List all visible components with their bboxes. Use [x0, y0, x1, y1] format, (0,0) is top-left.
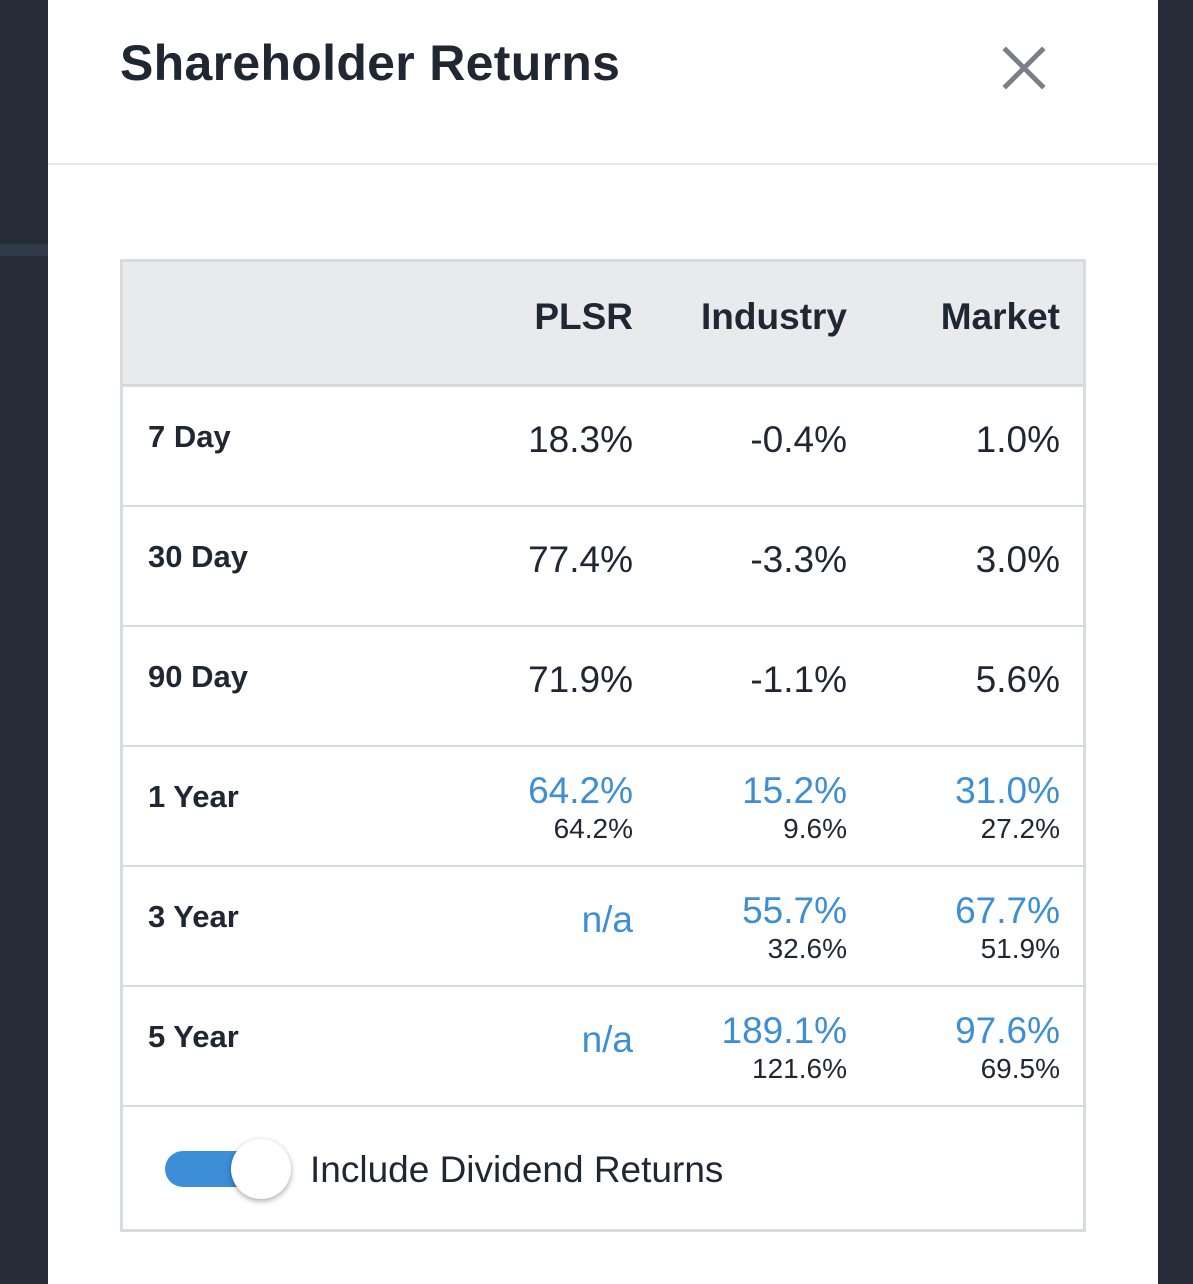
- toggle-knob[interactable]: [231, 1139, 291, 1199]
- market-value: 31.0% 27.2%: [955, 771, 1060, 847]
- modal-title: Shareholder Returns: [120, 35, 621, 91]
- market-price-return: 27.2%: [980, 813, 1060, 844]
- row-label: 5 Year: [148, 1019, 239, 1054]
- returns-table: PLSR Industry Market 7 Day 18.3% -0.4% 1…: [120, 259, 1086, 1232]
- plsr-value: 18.3%: [528, 419, 633, 460]
- industry-price-return: 32.6%: [767, 933, 847, 964]
- plsr-total-return: 64.2%: [528, 770, 633, 811]
- industry-value: 189.1% 121.6%: [722, 1011, 848, 1087]
- market-price-return: 69.5%: [980, 1053, 1060, 1084]
- column-header-plsr: PLSR: [534, 296, 633, 337]
- close-icon: [1002, 46, 1046, 90]
- backdrop: [0, 244, 48, 256]
- table-row: 5 Year n/a 189.1% 121.6% 97.6% 69.5%: [123, 985, 1083, 1105]
- industry-value: -1.1%: [750, 659, 847, 700]
- row-label: 1 Year: [148, 779, 239, 814]
- row-label: 3 Year: [148, 899, 239, 934]
- table-row: 7 Day 18.3% -0.4% 1.0%: [123, 385, 1083, 505]
- industry-price-return: 9.6%: [783, 813, 847, 844]
- market-total-return: 67.7%: [955, 890, 1060, 931]
- market-value: 1.0%: [975, 419, 1060, 460]
- industry-total-return: 15.2%: [742, 770, 847, 811]
- plsr-price-return: 64.2%: [553, 813, 633, 844]
- industry-total-return: 55.7%: [742, 890, 847, 931]
- plsr-value: 64.2% 64.2%: [528, 771, 633, 847]
- column-header-market: Market: [940, 296, 1060, 337]
- modal-header: Shareholder Returns: [48, 0, 1158, 165]
- market-price-return: 51.9%: [980, 933, 1060, 964]
- market-value: 3.0%: [975, 539, 1060, 580]
- industry-value: -3.3%: [750, 539, 847, 580]
- plsr-value: n/a: [581, 899, 633, 940]
- plsr-value: 77.4%: [528, 539, 633, 580]
- market-value: 97.6% 69.5%: [955, 1011, 1060, 1087]
- close-button[interactable]: [998, 42, 1050, 94]
- row-label: 90 Day: [148, 659, 248, 694]
- row-label: 7 Day: [148, 419, 231, 454]
- table-row: 3 Year n/a 55.7% 32.6% 67.7% 51.9%: [123, 865, 1083, 985]
- shareholder-returns-modal: Shareholder Returns PLSR Industry Market…: [48, 0, 1158, 1284]
- industry-value: -0.4%: [750, 419, 847, 460]
- plsr-value: 71.9%: [528, 659, 633, 700]
- industry-value: 55.7% 32.6%: [742, 891, 847, 967]
- dividend-toggle-row: Include Dividend Returns: [123, 1105, 1083, 1229]
- table-row: 30 Day 77.4% -3.3% 3.0%: [123, 505, 1083, 625]
- column-header-industry: Industry: [701, 296, 847, 337]
- industry-total-return: 189.1%: [721, 1010, 848, 1051]
- market-value: 5.6%: [975, 659, 1060, 700]
- industry-price-return: 121.6%: [752, 1053, 847, 1084]
- market-total-return: 31.0%: [955, 770, 1060, 811]
- plsr-value: n/a: [581, 1019, 633, 1060]
- industry-value: 15.2% 9.6%: [742, 771, 847, 847]
- market-value: 67.7% 51.9%: [955, 891, 1060, 967]
- table-row: 1 Year 64.2% 64.2% 15.2% 9.6% 31.0% 27.2…: [123, 745, 1083, 865]
- table-header-row: PLSR Industry Market: [123, 262, 1083, 385]
- row-label: 30 Day: [148, 539, 248, 574]
- include-dividends-toggle[interactable]: [165, 1139, 295, 1199]
- market-total-return: 97.6%: [955, 1010, 1060, 1051]
- table-row: 90 Day 71.9% -1.1% 5.6%: [123, 625, 1083, 745]
- toggle-label: Include Dividend Returns: [310, 1149, 724, 1190]
